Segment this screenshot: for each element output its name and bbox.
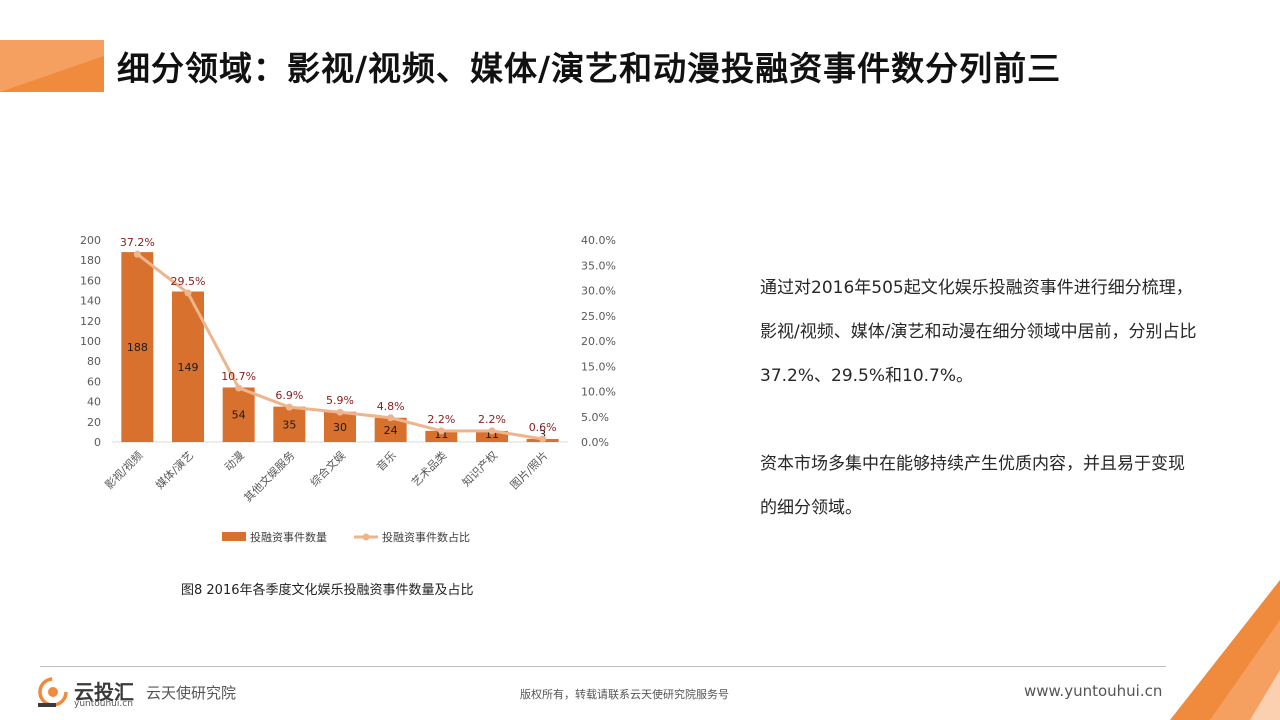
bar-mark	[121, 252, 154, 442]
legend-bar-swatch	[222, 532, 246, 541]
percent-point	[184, 289, 192, 297]
bar-mark	[324, 411, 356, 442]
percent-point	[133, 250, 141, 258]
percent-label: 37.2%	[120, 236, 155, 249]
footer-brand: 云投汇	[74, 680, 134, 704]
x-axis-category-label: 影视/视频	[102, 448, 146, 492]
y-axis-tick-label: 160	[80, 274, 101, 287]
percent-label: 4.8%	[377, 400, 405, 413]
description-paragraph-1: 通过对2016年505起文化娱乐投融资事件进行细分梳理，影视/视频、媒体/演艺和…	[760, 278, 1197, 386]
y2-axis-tick-label: 20.0%	[581, 335, 616, 348]
footer-url-link[interactable]: www.yuntouhui.cn	[1024, 682, 1163, 700]
y2-axis-tick-label: 40.0%	[581, 234, 616, 247]
y-axis-tick-label: 20	[87, 416, 101, 429]
footer-domain: yuntouhui.cn	[74, 699, 133, 709]
corner-accent-shape	[1170, 580, 1280, 720]
y2-axis-tick-label: 25.0%	[581, 310, 616, 323]
bar-mark	[273, 406, 306, 442]
y2-axis-tick-label: 15.0%	[581, 360, 616, 373]
y-axis-tick-label: 0	[94, 436, 101, 449]
footer-copyright: 版权所有，转载请联系云天使研究院服务号	[520, 688, 729, 701]
percent-label: 6.9%	[275, 389, 303, 402]
percent-point	[285, 403, 293, 411]
x-axis-category-label: 知识产权	[459, 448, 500, 489]
y2-axis-tick-label: 30.0%	[581, 285, 616, 298]
y2-axis-tick-label: 5.0%	[581, 411, 609, 424]
description-text: 通过对2016年505起文化娱乐投融资事件进行细分梳理，影视/视频、媒体/演艺和…	[760, 266, 1200, 574]
percent-label: 10.7%	[221, 370, 256, 383]
legend-line-marker	[362, 533, 370, 541]
bar-value-label: 24	[384, 424, 398, 437]
y-axis-tick-label: 60	[87, 375, 101, 388]
yuntouhui-logo-icon	[38, 677, 68, 707]
x-axis-category-label: 图片/照片	[508, 449, 551, 492]
percent-label: 2.2%	[478, 413, 506, 426]
combo-chart: 0 20 40 60 80 100 120 140 160 180 200 0.0% 5.0% 10.0%…	[80, 234, 616, 544]
percent-point	[336, 408, 344, 416]
x-axis-category-label: 媒体/演艺	[152, 448, 196, 492]
y-axis-tick-label: 180	[80, 254, 101, 267]
description-paragraph-2: 资本市场多集中在能够持续产生优质内容，并且易于变现的细分领域。	[760, 454, 1185, 518]
y2-axis-tick-label: 10.0%	[581, 386, 616, 399]
page-title: 细分领域：影视/视频、媒体/演艺和动漫投融资事件数分列前三	[117, 49, 1062, 88]
percent-point	[488, 427, 496, 435]
y-axis-tick-label: 140	[80, 295, 101, 308]
chart-caption: 图8 2016年各季度文化娱乐投融资事件数量及占比	[181, 583, 474, 598]
y-axis-tick-label: 40	[87, 396, 101, 409]
bar-value-label: 3	[539, 428, 546, 441]
x-axis-category-label: 动漫	[221, 448, 246, 473]
percent-point	[235, 384, 243, 392]
percent-label: 2.2%	[427, 413, 455, 426]
x-axis-category-label: 综合文娱	[307, 448, 348, 489]
percent-point	[437, 427, 445, 435]
x-axis-category-label: 音乐	[373, 448, 398, 473]
legend-line-label: 投融资事件数占比	[382, 530, 470, 544]
y-axis-tick-label: 80	[87, 355, 101, 368]
title-accent-shape	[0, 40, 104, 92]
percent-point	[387, 414, 395, 422]
bar-mark	[222, 387, 255, 442]
percent-point	[539, 435, 547, 443]
bar-value-label: 54	[232, 409, 246, 422]
bar-mark	[476, 430, 508, 442]
percent-label: 5.9%	[326, 394, 354, 407]
y2-axis-tick-label: 0.0%	[581, 436, 609, 449]
y-axis-tick-label: 100	[80, 335, 101, 348]
y2-axis-tick-label: 35.0%	[581, 259, 616, 272]
bar-value-label: 35	[282, 418, 296, 431]
legend-bar-label: 投融资事件数量	[250, 530, 327, 544]
bar-mark	[425, 430, 458, 442]
bar-value-label: 30	[333, 421, 347, 434]
x-axis-category-label: 其他文娱服务	[241, 448, 298, 505]
footer-institute: 云天使研究院	[146, 684, 237, 702]
footer-divider	[40, 666, 1166, 667]
y-axis-tick-label: 120	[80, 315, 101, 328]
bar-value-label: 149	[178, 361, 199, 374]
bar-mark	[172, 291, 204, 442]
percent-label: 0.6%	[529, 421, 557, 434]
y-axis-tick-label: 200	[80, 234, 101, 247]
x-axis-category-label: 艺术品类	[408, 448, 449, 489]
bar-value-label: 188	[127, 341, 148, 354]
percent-label: 29.5%	[171, 275, 206, 288]
